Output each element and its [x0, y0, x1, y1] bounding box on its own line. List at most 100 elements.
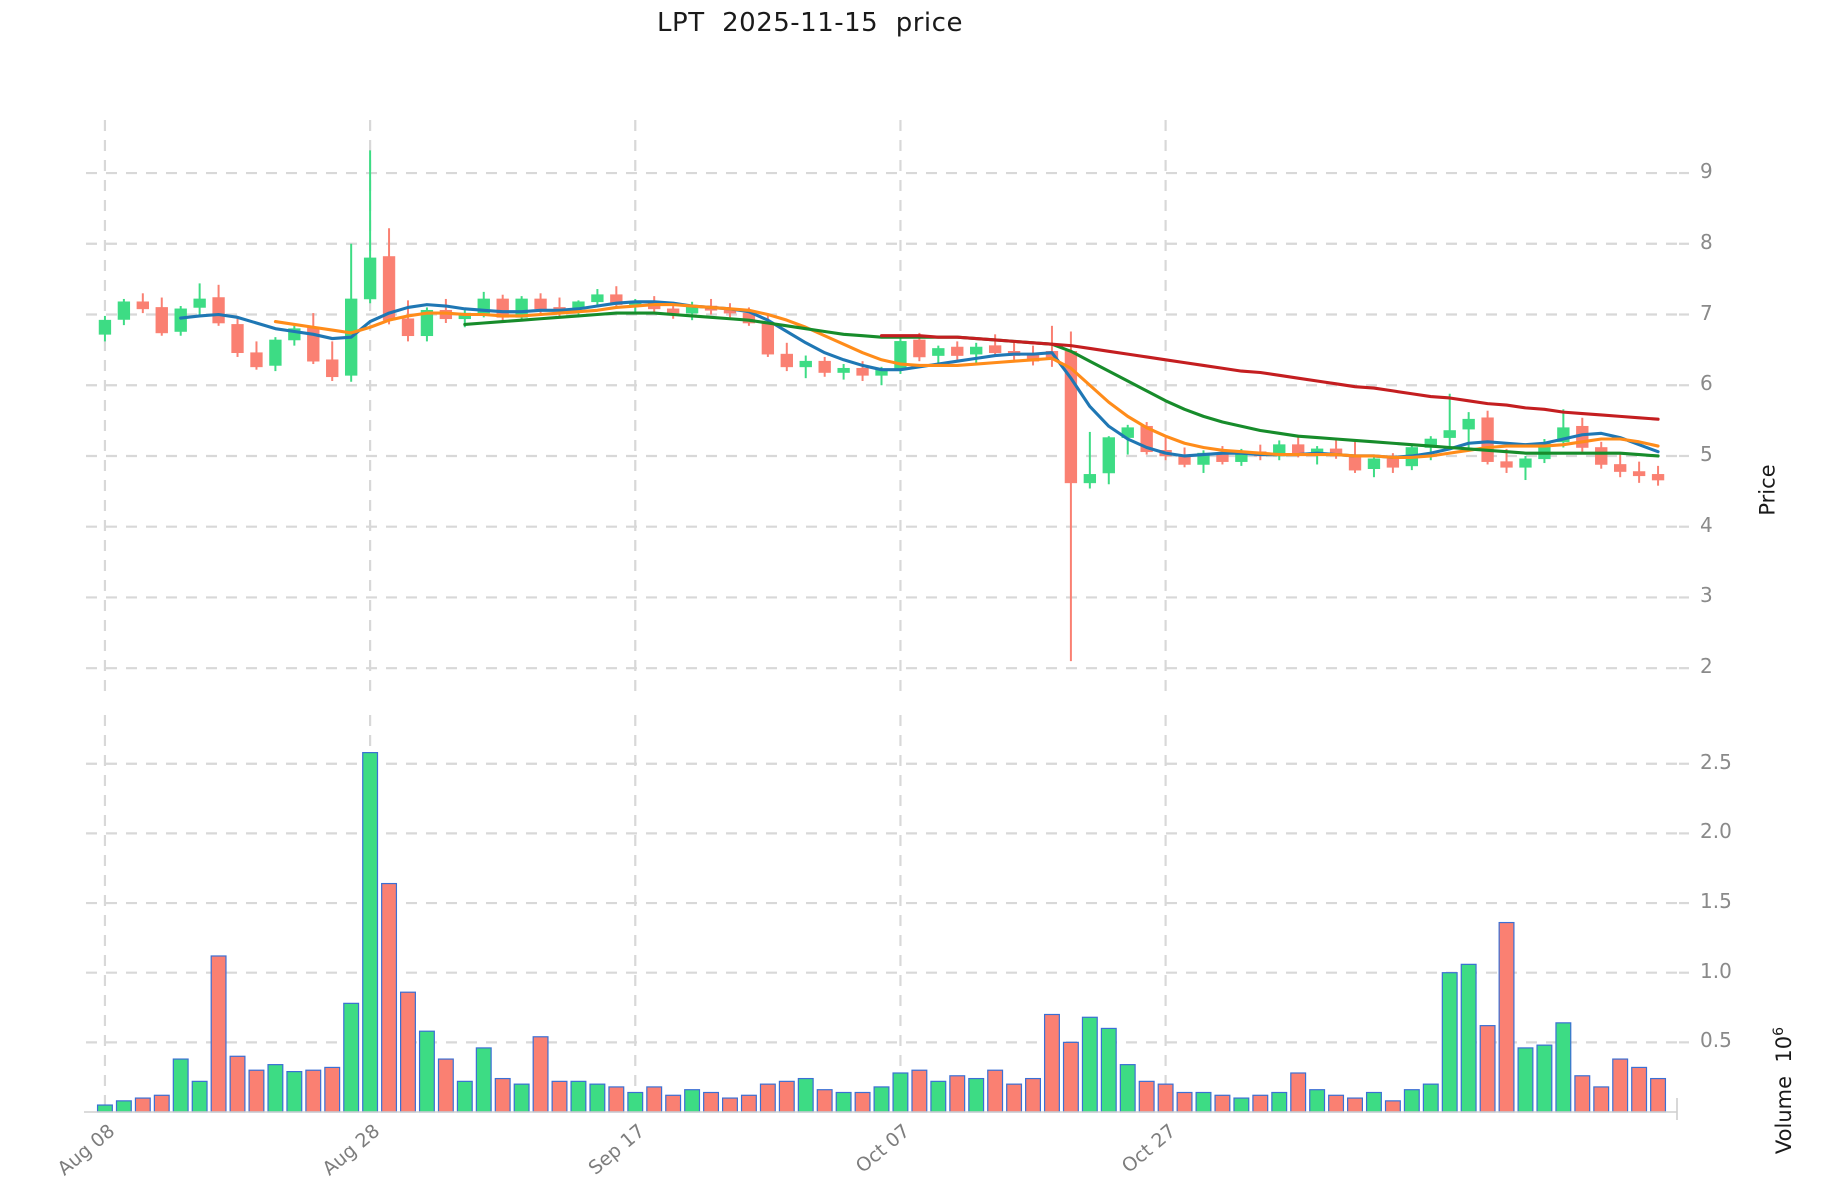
volume-bar [892, 1072, 909, 1113]
volume-bar [115, 1100, 132, 1113]
candle-body [591, 294, 604, 303]
volume-bar [1612, 1058, 1629, 1113]
volume-bar [551, 1080, 568, 1113]
volume-bar [305, 1069, 322, 1113]
volume-bar [1460, 963, 1477, 1113]
volume-bar [418, 1030, 435, 1113]
candle-body [818, 360, 831, 373]
candle-body [269, 339, 282, 366]
price-tick-label: 3 [1700, 583, 1713, 608]
candle-body [932, 348, 945, 356]
volume-bar [797, 1077, 814, 1113]
candle-body [1595, 447, 1608, 465]
volume-bar [835, 1091, 852, 1113]
volume-bar [1328, 1094, 1345, 1113]
volume-bar [229, 1055, 246, 1113]
volume-bar [400, 991, 416, 1113]
volume-bar [172, 1058, 189, 1113]
volume-bar [1403, 1089, 1420, 1113]
volume-bar [703, 1091, 720, 1113]
volume-bar [1555, 1022, 1572, 1113]
volume-bar [1498, 921, 1515, 1113]
price-tick-label: 2 [1700, 654, 1713, 679]
volume-bar [1081, 1016, 1098, 1113]
volume-bar [1100, 1027, 1117, 1113]
volume-bar [286, 1071, 303, 1113]
volume-bar [1233, 1097, 1250, 1113]
candle-body [401, 318, 415, 337]
volume-bar [1593, 1086, 1610, 1113]
volume-bar [949, 1075, 966, 1113]
volume-bar [1119, 1064, 1136, 1113]
candle-body [1102, 437, 1115, 474]
page-title: LPT 2025-11-15 price [657, 8, 963, 38]
volume-bar [968, 1077, 985, 1113]
candle-body [193, 298, 206, 308]
volume-bar [456, 1080, 473, 1113]
volume-bar [381, 882, 398, 1113]
volume-bar [873, 1086, 890, 1113]
candle-body [1519, 458, 1532, 468]
volume-bar [721, 1097, 738, 1113]
volume-bar [1422, 1083, 1439, 1113]
volume-bar [513, 1083, 530, 1113]
volume-bar [96, 1104, 113, 1113]
volume-tick-label: 2.5 [1700, 749, 1732, 774]
volume-bar [1214, 1094, 1231, 1113]
candle-body [1500, 461, 1513, 468]
volume-bar [362, 752, 379, 1113]
volume-bar [1309, 1089, 1326, 1113]
candle-body [951, 346, 964, 356]
candle-body [1481, 417, 1494, 462]
volume-bar [1536, 1044, 1553, 1113]
volume-bar [267, 1064, 284, 1113]
volume-bar [1650, 1077, 1667, 1113]
price-tick-label: 9 [1700, 159, 1713, 184]
volume-tick-label: 0.5 [1700, 1028, 1732, 1053]
volume-bar [153, 1094, 170, 1113]
candle-body [761, 322, 775, 355]
volume-bar [930, 1080, 947, 1113]
volume-bar [740, 1094, 757, 1113]
volume-bar [816, 1089, 833, 1113]
volume-axis-label-text: Volume [1772, 1075, 1797, 1155]
candle-body [1083, 474, 1097, 484]
volume-bar [1384, 1100, 1401, 1113]
volume-bar [1631, 1066, 1648, 1113]
price-tick-label: 6 [1700, 371, 1713, 396]
volume-bar [437, 1058, 454, 1113]
ma-medium-line [273, 303, 1660, 459]
volume-bar [1006, 1083, 1023, 1113]
volume-bar [248, 1069, 265, 1113]
candle-body [1632, 471, 1646, 477]
volume-bar [532, 1036, 549, 1113]
candle-body [1348, 455, 1362, 471]
volume-bar [1271, 1091, 1288, 1113]
volume-bar [475, 1047, 492, 1113]
volume-bar [570, 1080, 587, 1113]
candle-body [970, 346, 983, 355]
candle-body [326, 359, 339, 378]
price-tick-label: 8 [1700, 229, 1713, 254]
volume-bar [1441, 972, 1458, 1113]
candle-body [250, 352, 263, 368]
volume-bar [191, 1080, 208, 1113]
candle-body [1443, 430, 1456, 438]
volume-bar [854, 1091, 871, 1113]
volume-bar [1517, 1047, 1534, 1113]
volume-bar [1025, 1077, 1042, 1113]
candle-body [98, 319, 112, 335]
price-tick-label: 5 [1700, 441, 1713, 466]
volume-bar [778, 1080, 795, 1113]
candle-body [856, 367, 869, 376]
volume-bar [1252, 1094, 1269, 1113]
volume-bar [1062, 1041, 1079, 1113]
volume-bar [759, 1083, 776, 1113]
price-axis-label: Price [1755, 464, 1780, 516]
price-tick-label: 7 [1700, 300, 1713, 325]
candle-body [780, 353, 793, 368]
volume-bar [665, 1094, 682, 1113]
candle-body [1651, 474, 1665, 481]
